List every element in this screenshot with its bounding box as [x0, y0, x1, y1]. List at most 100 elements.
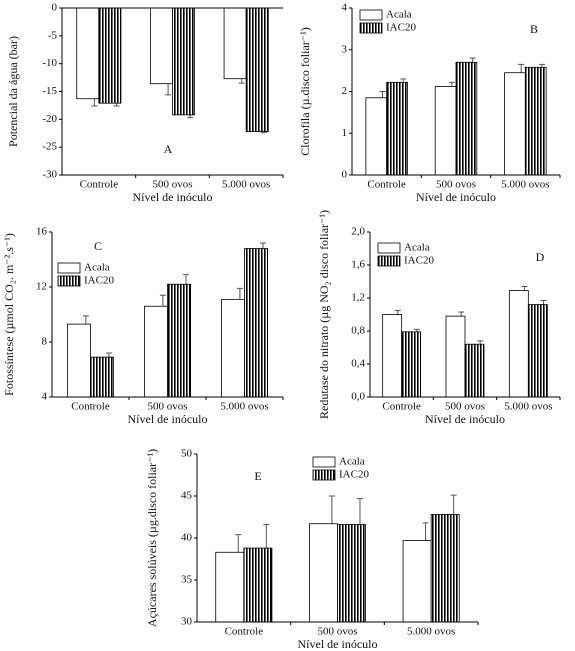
y-tick-label: 0,0	[351, 391, 365, 403]
x-tick-label: 500 ovos	[147, 401, 187, 413]
y-tick-label: 0,8	[351, 325, 365, 337]
bar	[382, 314, 403, 398]
x-tick-label: Controle	[382, 401, 421, 413]
y-tick-label: 4	[42, 391, 48, 403]
y-tick-label: 1,2	[351, 292, 365, 304]
bar	[524, 66, 547, 176]
legend-swatch	[57, 275, 81, 287]
bar	[243, 547, 273, 623]
y-tick-label: -30	[42, 169, 57, 181]
y-axis-label: Clorofila (µ.disco foliar⁻¹)	[298, 27, 312, 155]
x-tick-label: 500 ovos	[445, 401, 485, 413]
bar	[67, 323, 91, 398]
legend-label: IAC20	[84, 275, 114, 287]
legend-label: Acala	[404, 242, 430, 254]
y-axis-label: Potencial da água (bar)	[6, 36, 20, 147]
bar	[220, 298, 245, 398]
legend-label: IAC20	[404, 255, 434, 267]
y-tick-label: 2,0	[351, 226, 365, 238]
y-tick-label: 40	[181, 532, 193, 544]
bar	[215, 551, 245, 623]
bar	[504, 72, 526, 176]
x-tick-label: 500 ovos	[436, 179, 476, 191]
y-tick-label: 30	[181, 616, 193, 628]
x-tick-label: 5.000 ovos	[407, 626, 455, 638]
y-tick-label: -25	[42, 141, 57, 153]
bar	[308, 523, 338, 623]
bar	[223, 7, 247, 80]
y-tick-label: 50	[181, 448, 193, 460]
y-axis-label: Açúcares solúveis (µg.disco foliar⁻¹)	[145, 449, 159, 627]
y-tick-label: -20	[42, 113, 57, 125]
x-axis-label: Nível de inóculo	[133, 190, 213, 204]
panel-letter: E	[254, 469, 261, 483]
legend-label: Acala	[386, 9, 412, 21]
x-tick-label: Controle	[225, 626, 264, 638]
bar	[143, 305, 168, 398]
y-axis-label: Redutase do nitrato (µg NO₂ disco foliar…	[317, 210, 331, 419]
legend-swatch	[359, 9, 383, 21]
bar	[365, 97, 388, 176]
bar	[337, 524, 367, 623]
bar	[245, 7, 269, 132]
x-axis-label: Nível de inóculo	[298, 637, 378, 651]
x-tick-label: 500 ovos	[152, 179, 192, 191]
bar	[402, 540, 432, 623]
panel-letter: B	[530, 22, 538, 36]
y-tick-label: 45	[181, 490, 193, 502]
bar	[508, 290, 529, 398]
bar	[167, 283, 192, 398]
legend-label: IAC20	[339, 469, 369, 481]
legend-swatch	[57, 262, 81, 274]
x-tick-label: Controle	[80, 179, 119, 191]
y-tick-label: 0	[52, 2, 58, 14]
legend-swatch	[312, 456, 336, 468]
x-axis-label: Nível de inóculo	[128, 412, 208, 426]
x-axis-label: Nível de inóculo	[416, 190, 496, 204]
y-tick-label: 3	[342, 43, 348, 55]
y-tick-label: 0	[342, 169, 348, 181]
bar	[149, 7, 173, 85]
y-tick-label: 12	[36, 281, 47, 293]
y-tick-label: 1,6	[351, 259, 365, 271]
y-tick-label: 8	[42, 336, 48, 348]
bar	[527, 304, 548, 398]
bar	[386, 81, 408, 176]
bar	[455, 61, 478, 176]
y-tick-label: 0,4	[351, 358, 365, 370]
y-tick-label: -15	[42, 85, 57, 97]
legend-swatch	[377, 242, 401, 254]
bar	[445, 315, 466, 398]
x-tick-label: Controle	[71, 401, 110, 413]
bar	[401, 331, 422, 398]
bar	[430, 514, 460, 623]
bar	[76, 7, 100, 100]
bar	[244, 248, 269, 398]
bar	[98, 7, 122, 104]
x-tick-label: 5.000 ovos	[222, 179, 270, 191]
panel-letter: D	[536, 250, 545, 264]
y-tick-label: 35	[181, 574, 193, 586]
x-tick-label: 5.000 ovos	[220, 401, 268, 413]
y-tick-label: 2	[342, 85, 348, 97]
bar	[464, 343, 485, 398]
y-tick-label: -5	[48, 29, 58, 41]
x-tick-label: Controle	[367, 179, 406, 191]
legend-label: IAC20	[386, 22, 416, 34]
bar	[90, 356, 115, 398]
y-tick-label: 4	[342, 2, 348, 14]
x-tick-label: 500 ovos	[317, 626, 357, 638]
y-tick-label: 1	[342, 127, 348, 139]
y-tick-label: -10	[42, 57, 57, 69]
x-tick-label: 5.000 ovos	[501, 179, 549, 191]
x-axis-label: Nível de inóculo	[425, 412, 505, 426]
panel-letter: C	[94, 239, 102, 253]
y-tick-label: 16	[36, 226, 48, 238]
legend-label: Acala	[84, 262, 110, 274]
legend-swatch	[359, 22, 383, 34]
x-tick-label: 5.000 ovos	[504, 401, 552, 413]
bar	[172, 7, 196, 116]
bar	[434, 86, 457, 176]
panel-letter: A	[164, 142, 173, 156]
